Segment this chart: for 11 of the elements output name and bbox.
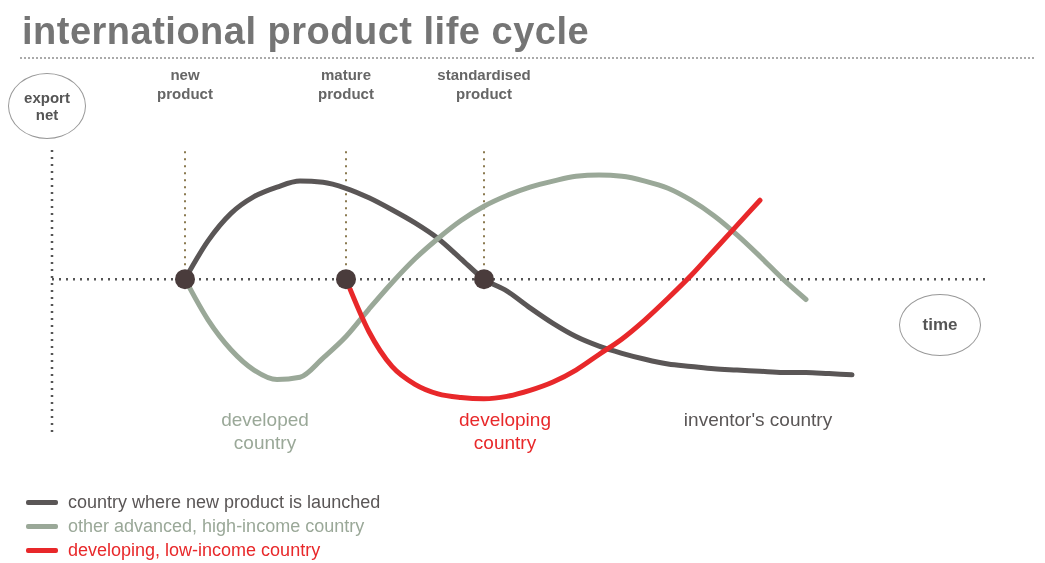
legend-label: country where new product is launched — [68, 491, 381, 513]
x-axis-title: time — [899, 294, 981, 356]
chart-title: international product life cycle — [22, 10, 590, 53]
legend-label: other advanced, high-income country — [68, 515, 365, 537]
text: developing country — [458, 408, 552, 454]
x-tick-label: new product — [157, 66, 213, 102]
x-tick-label: mature product — [318, 66, 374, 102]
legend-label: developing, low-income country — [68, 539, 321, 561]
text: developed country — [220, 408, 310, 454]
y-axis-title: export net — [8, 73, 86, 139]
text: inventor's country — [683, 408, 833, 431]
